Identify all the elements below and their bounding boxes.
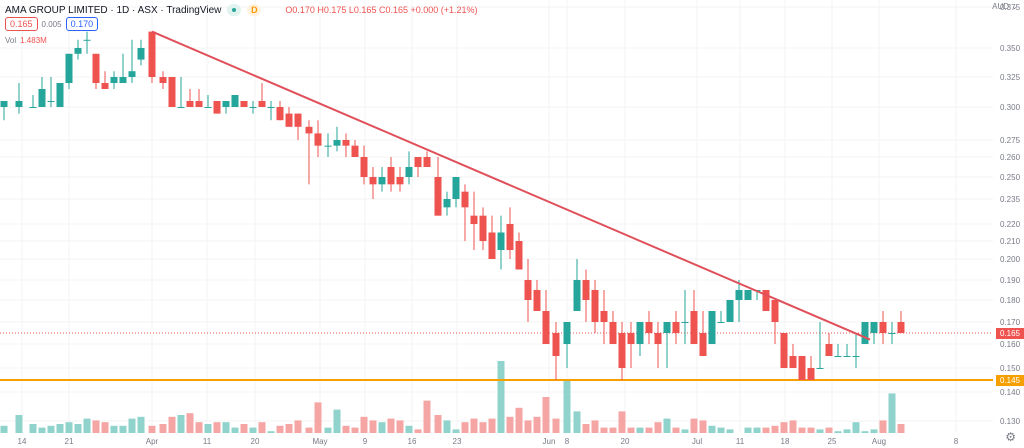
price-tick: 0.190 [1000,276,1021,285]
price-tick: 0.170 [1000,318,1021,327]
ask-price[interactable]: 0.170 [65,17,99,31]
price-tick: 0.180 [1000,296,1021,305]
trendline[interactable] [151,30,871,341]
price-tick: 0.260 [1000,153,1021,162]
time-tick: 8 [565,437,570,446]
time-tick: 14 [18,437,27,446]
price-tick: 0.150 [1000,364,1021,373]
time-tick: Jul [692,437,702,446]
time-tick: 23 [453,437,462,446]
candles [0,31,905,380]
time-tick: Apr [146,437,159,446]
price-tick: 0.220 [1000,220,1021,229]
price-tick: 0.200 [1000,255,1021,264]
price-tick: 0.300 [1000,103,1021,112]
time-axis[interactable]: 14 21 Apr 11 20 May 9 16 23 Jun 8 20 Jul 11 18 25 Aug 8 [18,437,959,446]
time-tick: 25 [828,437,837,446]
time-tick: 20 [621,437,630,446]
support-price-badge: 0.145 [996,375,1024,386]
currency-label: AUD [992,2,1010,11]
time-tick: May [312,437,327,446]
time-tick: 11 [736,437,745,446]
volume-value: 1.483M [20,36,47,45]
price-tick: 0.140 [1000,388,1021,397]
spread: 0.005 [41,19,62,29]
time-tick: 18 [781,437,790,446]
time-tick: 11 [203,437,212,446]
time-tick: 20 [251,437,260,446]
market-status-icon [227,4,242,16]
time-tick: 8 [954,437,959,446]
price-tick: 0.275 [1000,136,1021,145]
delayed-flag: D [247,4,262,16]
price-tick: 0.235 [1000,195,1021,204]
bid-price[interactable]: 0.165 [5,17,38,31]
price-tick: 0.210 [1000,237,1021,246]
price-tick: 0.160 [1000,340,1021,349]
price-tick: 0.130 [1000,417,1021,426]
volume-bars [0,361,905,433]
price-tick: 0.250 [1000,173,1021,182]
bid-ask: 0.165 0.005 0.170 [5,17,99,31]
symbol-title[interactable]: AMA GROUP LIMITED · 1D · ASX · TradingVi… [5,4,222,16]
last-price-badge: 0.165 [996,328,1024,339]
ohlc-values: O0.170 H0.175 L0.165 C0.165 +0.000 (+1.2… [285,5,478,15]
price-tick: 0.325 [1000,73,1021,82]
price-tick: 0.350 [1000,44,1021,53]
volume-legend: Vol 1.483M [5,36,47,45]
price-tick: 0.375 [1000,3,1021,12]
chart-header: AMA GROUP LIMITED · 1D · ASX · TradingVi… [5,4,478,16]
settings-gear-icon[interactable]: ⚙ [1005,430,1016,444]
volume-label: Vol [5,36,17,45]
time-tick: Jun [543,437,556,446]
time-tick: 9 [363,437,368,446]
currency-selector[interactable]: AUD ⌄ [992,2,1018,11]
price-axis[interactable]: 0.375 0.350 0.325 0.300 0.275 0.260 0.250 0.235… [1000,3,1021,426]
time-tick: 21 [65,437,74,446]
time-tick: Aug [872,437,886,446]
time-tick: 16 [408,437,417,446]
